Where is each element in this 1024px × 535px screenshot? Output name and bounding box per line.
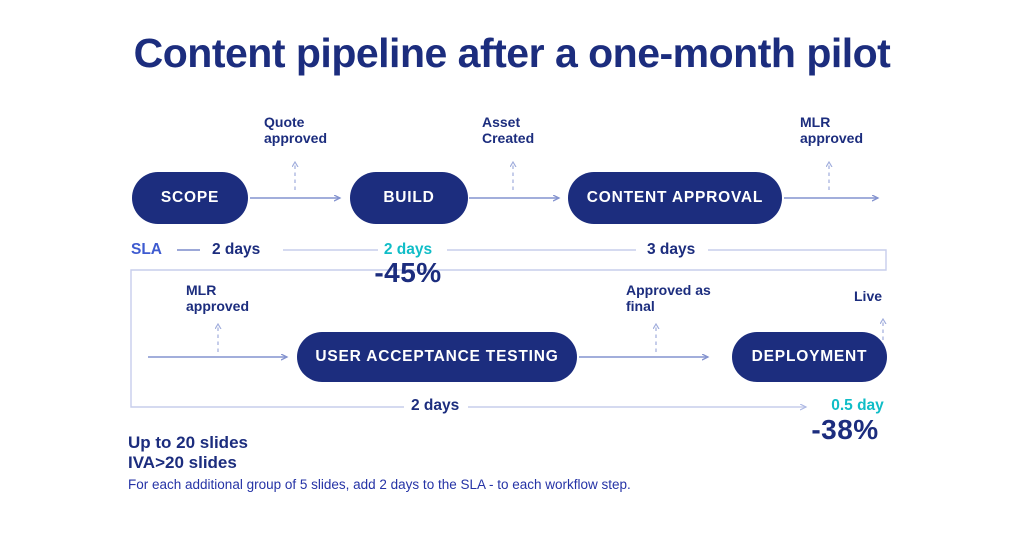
milestone-live: Live [854, 288, 883, 304]
step-pill-user-acceptance-testing: USER ACCEPTANCE TESTING [297, 332, 577, 382]
sla-duration-scope: 2 days [212, 241, 261, 258]
step-pill-build: BUILD [350, 172, 468, 224]
capacity-note-1: Up to 20 slides [128, 433, 248, 452]
sla-timeline [130, 249, 887, 407]
milestone-mlr-approved-row2: MLR approved [186, 282, 250, 315]
milestone-ticks-row2 [218, 319, 883, 352]
sla-duration-content-approval: 3 days [647, 241, 696, 258]
sla-duration-build: 2 days [383, 241, 433, 258]
milestone-ticks-row1 [295, 162, 829, 190]
sla-change-row1: -45% [374, 257, 442, 288]
milestone-asset-created: Asset Created [482, 114, 535, 147]
page-title: Content pipeline after a one-month pilot [133, 30, 891, 76]
sla-duration-uat: 2 days [411, 397, 460, 414]
sla-change-row2: -38% [811, 414, 879, 445]
sla-duration-deployment: 0.5 day [831, 397, 884, 414]
step-pill-deployment: DEPLOYMENT [732, 332, 887, 382]
sla-footnote: For each additional group of 5 slides, a… [128, 477, 631, 492]
milestone-approved-as-final: Approved as final [626, 282, 711, 315]
step-pill-scope: SCOPE [132, 172, 248, 224]
milestone-mlr-approved-row1: MLR approved [800, 114, 864, 147]
sla-label: SLA [131, 241, 162, 258]
capacity-note-2: IVA>20 slides [128, 453, 237, 472]
step-pill-content-approval: CONTENT APPROVAL [568, 172, 782, 224]
milestone-quote-approved: Quote approved [264, 114, 328, 147]
